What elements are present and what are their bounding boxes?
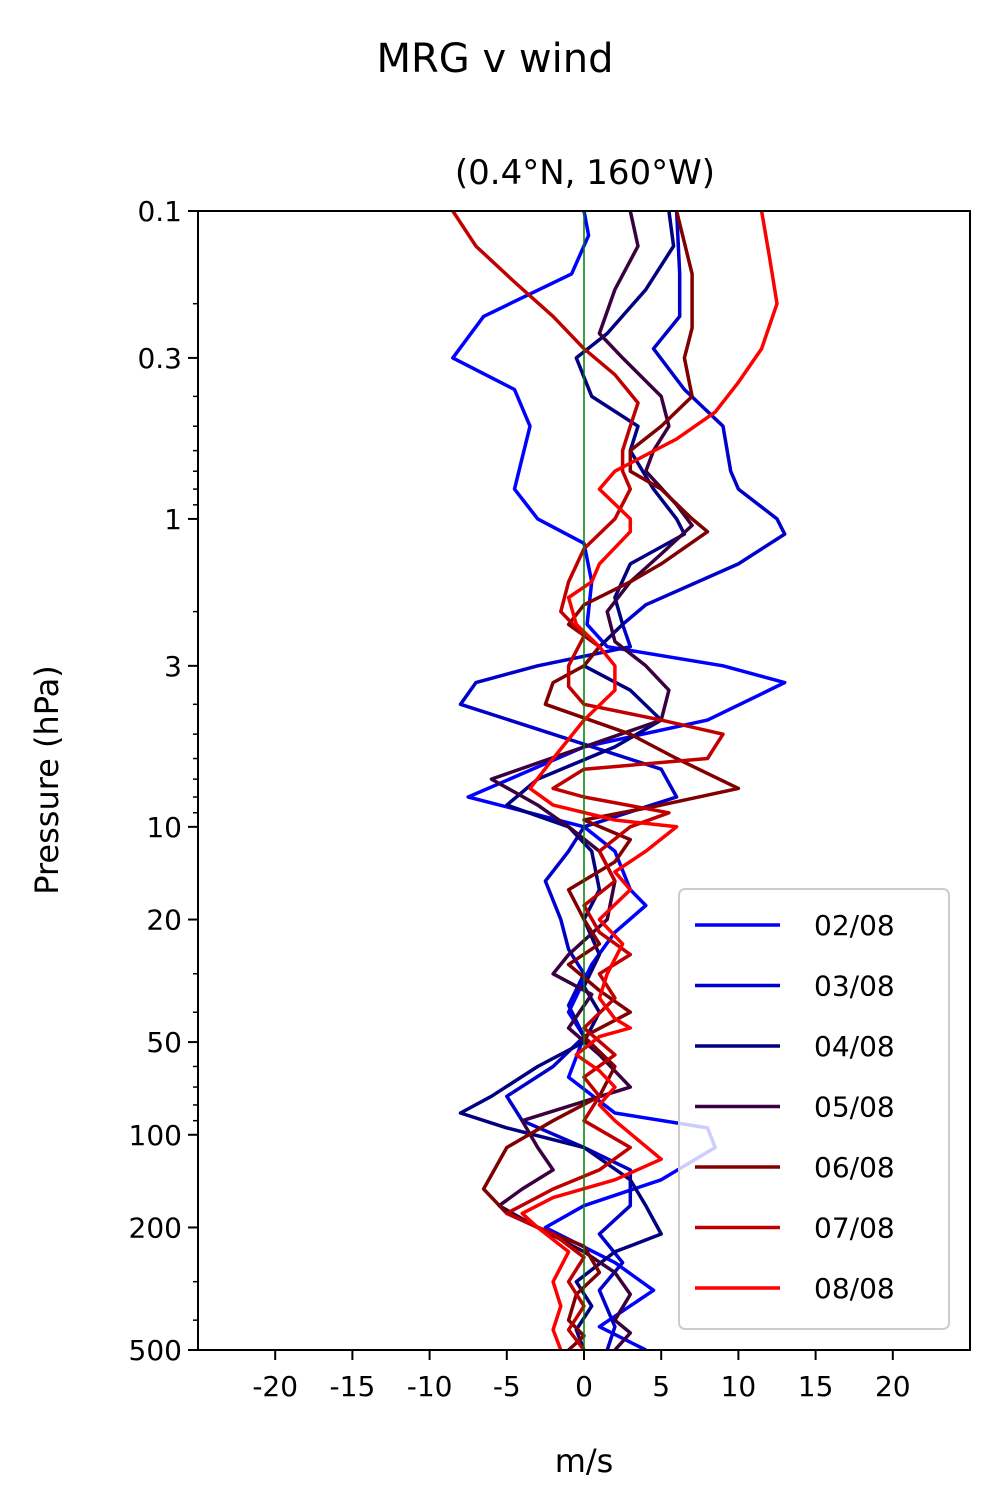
legend-label-02-08: 02/08 — [814, 909, 895, 942]
y-tick-label: 500 — [129, 1334, 182, 1367]
legend: 02/08 03/08 04/08 05/08 06/08 07/08 08/08 — [678, 888, 950, 1330]
x-axis-label: m/s — [555, 1442, 614, 1480]
y-tick-label: 100 — [129, 1119, 182, 1152]
chart-title: MRG v wind — [377, 36, 614, 82]
x-tick-label: -15 — [330, 1370, 376, 1403]
x-tick-label: 15 — [798, 1370, 834, 1403]
y-tick-label: 200 — [129, 1211, 182, 1244]
y-tick-label: 20 — [146, 904, 182, 937]
y-tick-label: 0.3 — [137, 342, 182, 375]
y-tick-label: 10 — [146, 811, 182, 844]
legend-box — [678, 888, 950, 1330]
x-tick-label: -20 — [252, 1370, 298, 1403]
x-tick-label: -10 — [407, 1370, 453, 1403]
x-tick-label: 0 — [575, 1370, 593, 1403]
series-line-03-08 — [458, 211, 787, 1350]
series-line-04-08 — [458, 211, 687, 1350]
legend-label-06-08: 06/08 — [814, 1151, 895, 1184]
y-tick-label: 50 — [146, 1026, 182, 1059]
y-axis-label: Pressure (hPa) — [28, 665, 66, 895]
y-tick-label: 3 — [164, 650, 182, 683]
legend-label-04-08: 04/08 — [814, 1030, 895, 1063]
y-tick-label: 1 — [164, 503, 182, 536]
legend-label-08-08: 08/08 — [814, 1272, 895, 1305]
x-tick-label: 10 — [721, 1370, 757, 1403]
series-line-06-08 — [481, 211, 741, 1350]
legend-label-05-08: 05/08 — [814, 1091, 895, 1124]
chart-subtitle: (0.4°N, 160°W) — [455, 153, 715, 193]
x-tick-label: 20 — [875, 1370, 911, 1403]
x-tick-label: 5 — [652, 1370, 670, 1403]
legend-label-07-08: 07/08 — [814, 1212, 895, 1245]
legend-label-03-08: 03/08 — [814, 970, 895, 1003]
series-line-08-08 — [520, 211, 779, 1350]
x-tick-label: -5 — [493, 1370, 521, 1403]
y-tick-label: 0.1 — [137, 195, 182, 228]
